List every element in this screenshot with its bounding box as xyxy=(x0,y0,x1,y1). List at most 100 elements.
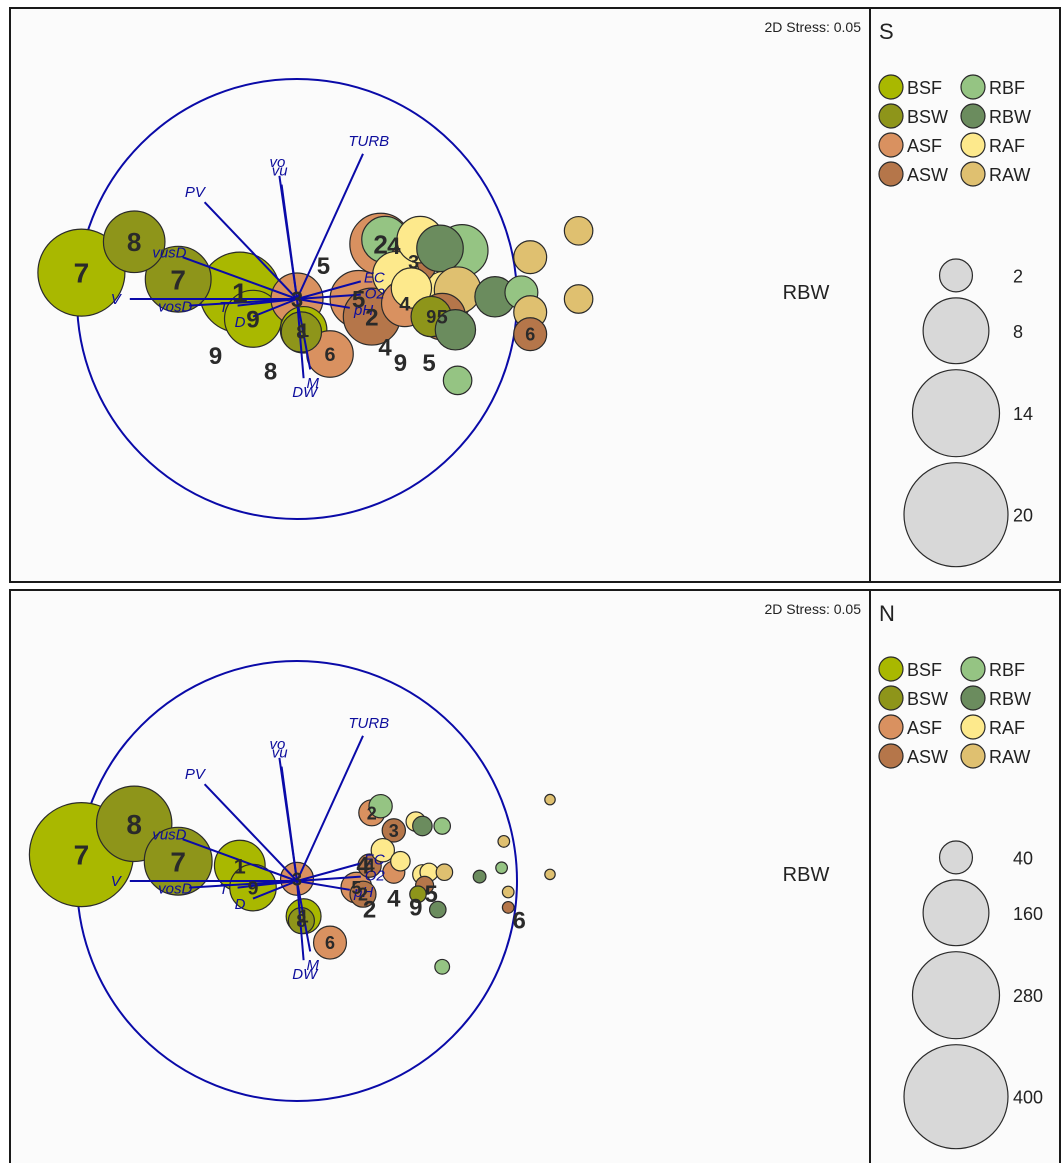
sample-label: 3 xyxy=(389,821,399,841)
sample-label: 9 xyxy=(409,894,422,921)
vector-turb xyxy=(296,735,364,882)
sample-label: 7 xyxy=(170,264,186,295)
size-key-label: 2 xyxy=(1013,266,1023,286)
sample-label: 5 xyxy=(425,881,438,908)
sample-label: 8 xyxy=(127,227,142,257)
vector-label: vosD xyxy=(158,298,192,315)
legend-label: BSF xyxy=(907,660,942,680)
size-key-label: 20 xyxy=(1013,506,1033,526)
vector-ec xyxy=(296,280,362,300)
legend-swatch-bsf xyxy=(878,656,904,682)
vector-label: vusD xyxy=(152,244,186,261)
legend-label: BSW xyxy=(907,689,948,709)
bubble-raf xyxy=(370,837,396,863)
panel-letter: N xyxy=(879,601,895,626)
sample-label: 8 xyxy=(296,322,306,342)
legend-svg-n: BSF RBF BSW RBW ASF RAF ASW RAW 40 160 280 400 xyxy=(878,656,1043,1150)
legend-swatch-asw xyxy=(878,161,904,187)
vector-label: PV xyxy=(185,766,207,783)
sample-label: 3 xyxy=(292,869,302,889)
bubble-rbw xyxy=(428,900,447,919)
legend-swatch-rbf xyxy=(960,656,986,682)
stress-label: 2D Stress: 0.05 xyxy=(764,601,862,617)
group-label-rbw: RBW xyxy=(783,864,830,886)
vector-label: vu xyxy=(272,745,289,762)
size-key-label: 14 xyxy=(1013,404,1033,424)
sample-label: 5 xyxy=(351,878,361,898)
legend-swatch-rbw xyxy=(960,685,986,711)
size-key-circle xyxy=(911,369,1001,458)
sample-label: 2 xyxy=(363,897,376,924)
size-key-circle xyxy=(903,462,1009,568)
bubble-raw xyxy=(513,240,548,275)
bubble-raw xyxy=(563,215,594,246)
vector-label: EC xyxy=(364,270,385,287)
vector-label: vosD xyxy=(158,880,192,897)
bubble-raw xyxy=(544,793,556,806)
legend-label: RAW xyxy=(989,747,1030,767)
legend-label: ASF xyxy=(907,718,942,738)
legend-swatch-rbw xyxy=(960,103,986,129)
panel-s: TURB vo vu PV vusD vosD V T D DW M EC O2 pH 7 8 7 1 9 3 1 8 6 5… xyxy=(9,7,1061,583)
legend-swatch-asf xyxy=(878,714,904,740)
size-key-label: 160 xyxy=(1013,904,1043,924)
size-key-circle xyxy=(922,879,990,947)
sample-label: 8 xyxy=(126,809,142,840)
legend-swatch-raf xyxy=(960,132,986,158)
legend-swatch-raw xyxy=(960,743,986,769)
sample-label: 1 xyxy=(234,854,246,878)
legend-swatch-asf xyxy=(878,132,904,158)
vector-label: M xyxy=(307,375,320,392)
bubble-asw xyxy=(501,900,515,914)
size-key-circle xyxy=(922,297,990,365)
panel-n: TURB vo vu PV vusD vosD V T D DW M EC O2 pH 7 8 7 1 9 3 1 8 6 5… xyxy=(9,589,1061,1163)
legend-label: RBF xyxy=(989,78,1025,98)
bubble-rbw xyxy=(412,815,433,837)
legend-label: ASF xyxy=(907,136,942,156)
sample-label: 6 xyxy=(513,908,526,935)
sample-label: 5 xyxy=(352,287,365,314)
bubble-raw xyxy=(435,863,454,882)
vector-label: O2 xyxy=(365,286,386,303)
sample-label: 9 xyxy=(426,307,436,327)
sample-label: 5 xyxy=(437,307,448,329)
vector-label: V xyxy=(111,873,123,890)
vector-label: TURB xyxy=(348,133,389,150)
bubble-raf xyxy=(390,850,411,872)
legend-label: RAF xyxy=(989,718,1025,738)
vector-label: vo xyxy=(269,154,285,171)
vector-ph xyxy=(296,880,350,891)
vector-label: V xyxy=(111,291,123,308)
vector-label: pH xyxy=(353,302,373,319)
vector-label: PV xyxy=(185,184,207,201)
vector-vu xyxy=(280,766,298,882)
legend-label: RBW xyxy=(989,107,1031,127)
bubble-rbw xyxy=(434,309,477,351)
legend-label: ASW xyxy=(907,747,948,767)
bubble-raw xyxy=(563,284,594,314)
sample-label: 3 xyxy=(408,252,419,274)
sample-label: 2 xyxy=(367,803,377,823)
size-key-circle xyxy=(903,1044,1009,1150)
size-key-label: 280 xyxy=(1013,986,1043,1006)
bubble-asw xyxy=(513,317,548,352)
sample-label: 2 xyxy=(358,885,368,905)
vector-label: vo xyxy=(269,736,285,753)
vector-label: vusD xyxy=(152,826,186,843)
sample-label: 7 xyxy=(74,840,90,871)
legend-swatch-bsw xyxy=(878,103,904,129)
legend-label: RAW xyxy=(989,165,1030,185)
size-key-circle xyxy=(938,840,974,875)
vector-label: vu xyxy=(272,163,289,180)
sample-label: 4 xyxy=(356,853,370,880)
vector-o2 xyxy=(296,875,361,882)
sample-label: 6 xyxy=(325,933,335,953)
bubble-asw xyxy=(349,880,377,908)
vector-label: pH xyxy=(353,884,373,901)
size-key-circle xyxy=(911,951,1001,1040)
vector-turb xyxy=(296,153,364,300)
legend-swatch-bsw xyxy=(878,685,904,711)
bubble-rbf xyxy=(433,817,452,835)
vector-vusd xyxy=(182,256,298,300)
vector-label: T xyxy=(219,299,230,316)
